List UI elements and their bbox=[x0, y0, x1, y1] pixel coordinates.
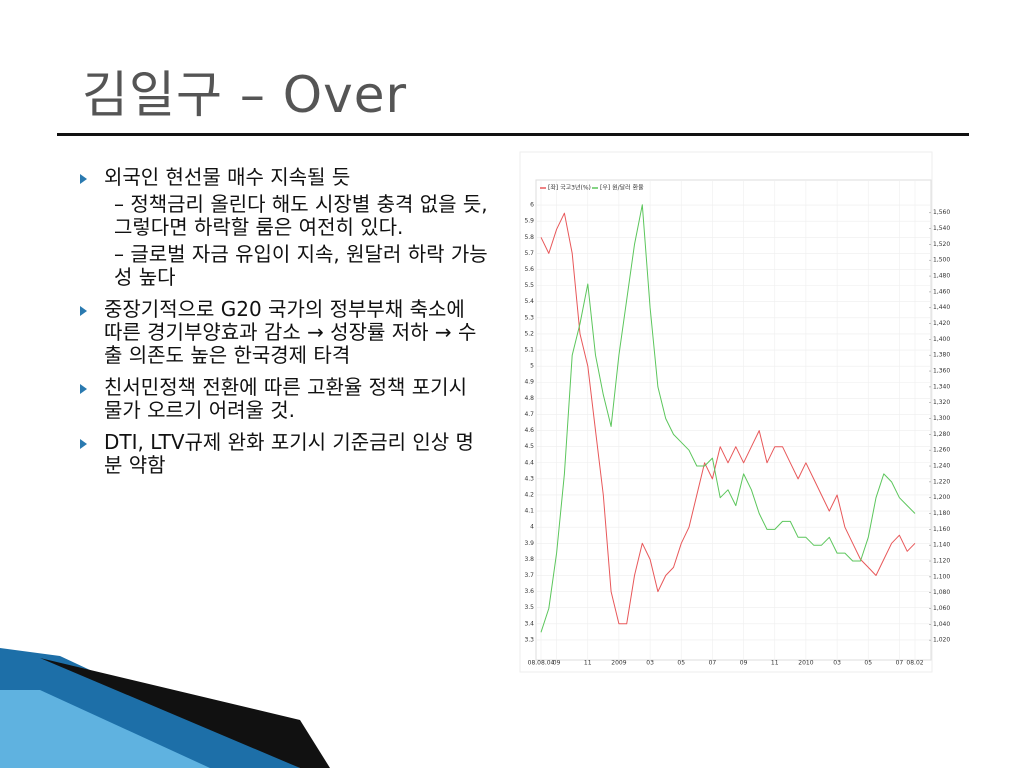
slide-title: 김일구 – Over bbox=[82, 66, 408, 124]
y2-tick-label: 1,340 bbox=[933, 383, 950, 390]
y2-tick-label: 1,500 bbox=[933, 257, 950, 264]
sub-bullet: – 정책금리 올린다 해도 시장별 충격 없을 듯, 그렇다면 하락할 룸은 여… bbox=[114, 192, 488, 239]
y-tick-label: 5.1 bbox=[524, 347, 534, 354]
series-line bbox=[540, 212, 916, 625]
y2-tick-label: 1,140 bbox=[933, 542, 950, 549]
y-tick-label: 4.8 bbox=[524, 395, 534, 402]
y2-tick-label: 1,440 bbox=[933, 304, 950, 311]
legend-label: [좌] 국고3년(%) bbox=[548, 184, 591, 192]
bullet: 친서민정책 전환에 따른 고환율 정책 포기시 물가 오르기 어려울 것. bbox=[78, 376, 488, 422]
x-tick-label: 09 bbox=[553, 660, 561, 667]
y2-tick-label: 1,240 bbox=[933, 463, 950, 470]
y2-tick-label: 1,180 bbox=[933, 510, 950, 517]
bullet-text: 중장기적으로 G20 국가의 정부부채 축소에 따른 경기부양효과 감소 → 성… bbox=[104, 297, 477, 367]
y-tick-label: 4.1 bbox=[524, 508, 534, 515]
x-tick-label: 2009 bbox=[611, 660, 626, 667]
title-rule bbox=[57, 133, 969, 136]
x-tick-label: 05 bbox=[677, 660, 685, 667]
wedge-light bbox=[0, 690, 210, 768]
y-tick-label: 3.6 bbox=[524, 588, 534, 595]
y-tick-label: 5.5 bbox=[524, 282, 534, 289]
x-tick-label: 2010 bbox=[798, 660, 813, 667]
bullet-text: 친서민정책 전환에 따른 고환율 정책 포기시 물가 오르기 어려울 것. bbox=[104, 375, 467, 422]
y-tick-label: 5.3 bbox=[524, 314, 534, 321]
y2-tick-label: 1,220 bbox=[933, 478, 950, 485]
y-tick-label: 5 bbox=[530, 363, 534, 370]
y2-tick-label: 1,080 bbox=[933, 589, 950, 596]
chart-frame bbox=[519, 151, 933, 673]
y2-tick-label: 1,480 bbox=[933, 273, 950, 280]
x-tick-label: 07 bbox=[709, 660, 717, 667]
bullet-text: DTI, LTV규제 완화 포기시 기준금리 인상 명분 약함 bbox=[104, 430, 474, 477]
bullet-list: 외국인 현선물 매수 지속될 듯 – 정책금리 올린다 해도 시장별 충격 없을 … bbox=[78, 166, 488, 486]
bullet: DTI, LTV규제 완화 포기시 기준금리 인상 명분 약함 bbox=[78, 431, 488, 477]
y-tick-label: 5.8 bbox=[524, 234, 534, 241]
legend-label: [우] 원/달러 환율 bbox=[600, 184, 644, 192]
y2-tick-label: 1,020 bbox=[933, 637, 950, 644]
y-tick-label: 4.4 bbox=[524, 459, 534, 466]
y-tick-label: 5.7 bbox=[524, 250, 534, 257]
x-tick-label: 03 bbox=[833, 660, 841, 667]
y2-tick-label: 1,200 bbox=[933, 494, 950, 501]
sub-bullet: – 글로벌 자금 유입이 지속, 원달러 하락 가능성 높다 bbox=[114, 242, 488, 289]
y2-tick-label: 1,060 bbox=[933, 605, 950, 612]
y-tick-label: 5.6 bbox=[524, 266, 534, 273]
x-tick-label: 05 bbox=[864, 660, 872, 667]
y-tick-label: 4.6 bbox=[524, 427, 534, 434]
x-tick-label: 07 bbox=[896, 660, 904, 667]
y2-tick-label: 1,400 bbox=[933, 336, 950, 343]
bullet: 외국인 현선물 매수 지속될 듯 – 정책금리 올린다 해도 시장별 충격 없을 … bbox=[78, 166, 488, 289]
y-tick-label: 3.8 bbox=[524, 556, 534, 563]
y2-tick-label: 1,420 bbox=[933, 320, 950, 327]
y-tick-label: 6 bbox=[530, 202, 534, 209]
y2-tick-label: 1,100 bbox=[933, 573, 950, 580]
y2-tick-label: 1,040 bbox=[933, 621, 950, 628]
y2-tick-label: 1,260 bbox=[933, 447, 950, 454]
y-tick-label: 5.4 bbox=[524, 298, 534, 305]
y-tick-label: 4.2 bbox=[524, 491, 534, 498]
y-tick-label: 4.9 bbox=[524, 379, 534, 386]
x-tick-label: 08.08.04 bbox=[528, 660, 555, 667]
x-tick-label: 11 bbox=[771, 660, 779, 667]
y-tick-label: 5.2 bbox=[524, 330, 534, 337]
x-tick-label: 08.02 bbox=[906, 660, 923, 667]
x-tick-label: 11 bbox=[584, 660, 592, 667]
y-tick-label: 4.5 bbox=[524, 443, 534, 450]
y2-tick-label: 1,320 bbox=[933, 399, 950, 406]
x-tick-label: 03 bbox=[646, 660, 654, 667]
y2-tick-label: 1,460 bbox=[933, 288, 950, 295]
y-tick-label: 3.9 bbox=[524, 540, 534, 547]
y-tick-label: 5.9 bbox=[524, 218, 534, 225]
y-tick-label: 3.3 bbox=[524, 636, 534, 643]
y2-tick-label: 1,280 bbox=[933, 431, 950, 438]
y2-tick-label: 1,520 bbox=[933, 241, 950, 248]
y2-tick-label: 1,560 bbox=[933, 209, 950, 216]
bullet: 중장기적으로 G20 국가의 정부부채 축소에 따른 경기부양효과 감소 → 성… bbox=[78, 298, 488, 367]
y2-tick-label: 1,540 bbox=[933, 225, 950, 232]
y2-tick-label: 1,360 bbox=[933, 368, 950, 375]
x-tick-label: 09 bbox=[740, 660, 748, 667]
bullet-text: 외국인 현선물 매수 지속될 듯 bbox=[104, 165, 351, 189]
y-tick-label: 4 bbox=[530, 524, 534, 531]
y-tick-label: 3.4 bbox=[524, 620, 534, 627]
wedge-black bbox=[40, 658, 330, 768]
y2-tick-label: 1,160 bbox=[933, 526, 950, 533]
y-tick-label: 3.5 bbox=[524, 604, 534, 611]
y2-tick-label: 1,300 bbox=[933, 415, 950, 422]
y-tick-label: 4.7 bbox=[524, 411, 534, 418]
plot-area bbox=[535, 179, 932, 661]
y-tick-label: 4.3 bbox=[524, 475, 534, 482]
series-line bbox=[540, 204, 916, 633]
y-tick-label: 3.7 bbox=[524, 572, 534, 579]
y2-tick-label: 1,120 bbox=[933, 558, 950, 565]
y2-tick-label: 1,380 bbox=[933, 352, 950, 359]
